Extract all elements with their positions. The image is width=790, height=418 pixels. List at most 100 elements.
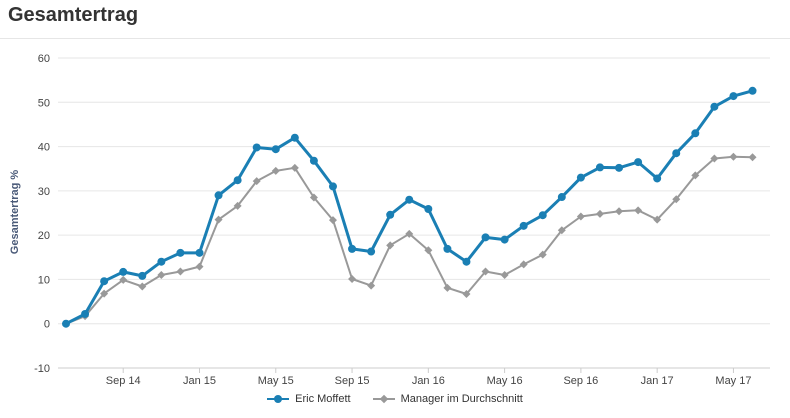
x-tick-label: Jan 15 [183,375,216,387]
data-point [290,163,299,172]
x-tick-label: Jan 16 [412,375,445,387]
x-tick-label: Sep 15 [335,375,370,387]
x-tick-label: May 15 [258,375,294,387]
x-tick-label: May 17 [715,375,751,387]
y-tick-label: 60 [38,53,50,65]
legend-item-manager-average[interactable]: Manager im Durchschnitt [372,393,523,405]
data-point [367,247,376,256]
data-point [557,226,566,235]
y-axis: -10 0 10 20 30 40 50 60 [34,53,50,375]
data-point [519,221,528,230]
data-point [328,182,337,191]
data-point [214,191,223,200]
data-point [443,283,452,292]
data-point [405,229,414,238]
x-tick-label: Jan 17 [641,375,674,387]
data-point [309,193,318,202]
x-tick-label: Sep 14 [106,375,141,387]
data-point [538,250,547,259]
data-point [176,248,185,257]
data-point [595,209,604,218]
series-line [65,155,753,325]
data-point [481,233,490,242]
data-point [653,215,662,224]
y-axis-label: Gesamtertrag % [9,170,21,255]
data-point [462,290,471,299]
series-eric-moffett [62,86,757,328]
data-point [309,156,318,165]
x-tick-label: Sep 16 [563,375,598,387]
data-point [386,241,395,250]
legend-item-eric-moffett[interactable]: Eric Moffett [267,393,351,405]
data-point [748,86,757,95]
y-tick-label: 0 [44,319,50,331]
data-point [443,244,452,253]
data-point [252,177,261,186]
y-tick-label: 30 [38,186,50,198]
data-point [634,158,643,167]
data-point [595,163,604,172]
y-tick-label: 20 [38,230,50,242]
data-point [328,216,337,225]
data-point [615,207,624,216]
x-axis: Sep 14 Jan 15 May 15 Sep 15 Jan 16 May 16 Sep … [58,367,770,387]
series-line [65,89,753,326]
data-point [195,248,204,257]
x-tick-label: May 16 [487,375,523,387]
data-point [233,176,242,185]
data-point [519,260,528,269]
data-point [462,257,471,266]
data-point [233,201,242,210]
data-point [672,149,681,158]
data-point [691,171,700,180]
data-point [710,102,719,111]
data-point [481,267,490,276]
data-point [576,173,585,182]
data-point [691,129,700,138]
series-layer [62,86,757,328]
data-point [386,210,395,219]
data-point [729,92,738,101]
chart-title: Gesamtertrag [8,4,139,26]
data-point [119,267,128,276]
data-point [538,211,547,220]
data-point [176,267,185,276]
data-point [615,163,624,172]
data-point [290,133,299,142]
legend-symbol-circle [267,394,290,404]
data-point [500,235,509,244]
data-point [424,205,433,214]
data-point [348,274,357,283]
data-point [576,212,585,221]
data-point [100,277,109,286]
data-point [100,289,109,298]
data-point [672,195,681,204]
data-point [348,244,357,253]
y-tick-label: 50 [38,97,50,109]
data-point [62,319,70,328]
data-point [748,153,757,162]
y-tick-label: -10 [34,363,50,375]
data-point [138,271,147,280]
legend-label: Manager im Durchschnitt [400,393,523,405]
data-point [729,152,738,161]
data-point [634,206,643,215]
data-point [138,282,147,291]
data-point [424,246,433,255]
legend-symbol-diamond [372,394,395,404]
data-point [405,195,414,204]
data-point [653,174,662,183]
legend: Eric Moffett Manager im Durchschnitt [0,393,790,405]
data-point [81,309,90,318]
data-point [119,275,128,284]
data-point [557,193,566,202]
data-point [252,143,261,152]
data-point [271,166,280,175]
data-point [157,271,166,279]
y-tick-label: 40 [38,142,50,154]
y-tick-label: 10 [38,274,50,286]
data-point [157,257,166,266]
data-point [710,154,719,163]
data-point [367,281,376,290]
